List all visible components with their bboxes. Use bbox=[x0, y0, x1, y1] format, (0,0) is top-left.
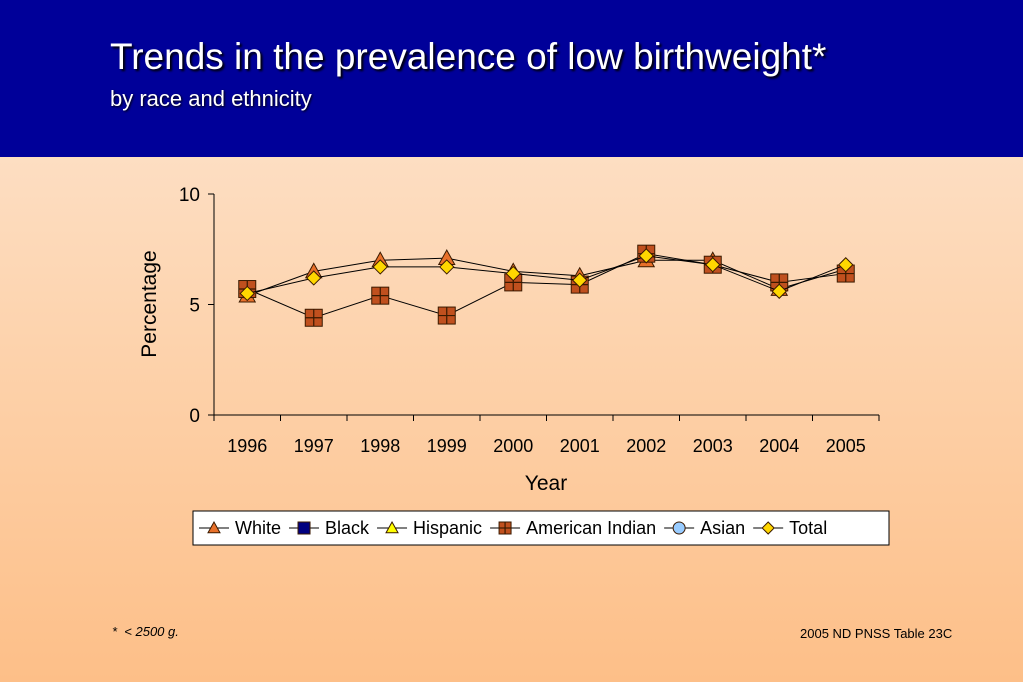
y-tick-label: 0 bbox=[189, 406, 200, 427]
x-tick-label: 1998 bbox=[360, 436, 400, 456]
data-point-total bbox=[838, 257, 854, 273]
legend-marker-asian bbox=[672, 521, 686, 535]
legend-label-american-indian: American Indian bbox=[526, 518, 656, 538]
x-axis-title: Year bbox=[525, 472, 567, 495]
x-tick-label: 1997 bbox=[294, 436, 334, 456]
series-line-white bbox=[247, 257, 846, 297]
y-tick-label: 10 bbox=[179, 185, 200, 206]
legend-marker-hispanic bbox=[385, 520, 399, 534]
series-line-american-indian bbox=[247, 253, 846, 319]
source-note: 2005 ND PNSS Table 23C bbox=[800, 626, 953, 641]
data-point-total bbox=[638, 248, 654, 264]
series-line-total bbox=[247, 255, 846, 294]
x-tick-label: 2000 bbox=[493, 436, 533, 456]
data-point-total bbox=[239, 285, 255, 302]
legend-label-white: White bbox=[235, 518, 281, 538]
x-tick-label: 2001 bbox=[560, 436, 600, 456]
data-point-total bbox=[439, 259, 455, 275]
legend-label-black: Black bbox=[325, 518, 370, 538]
y-axis-title: Percentage bbox=[138, 250, 161, 357]
legend-marker-white bbox=[207, 520, 221, 534]
data-point-total bbox=[306, 270, 322, 286]
legend-marker-total bbox=[761, 521, 775, 535]
data-point-total bbox=[705, 257, 721, 273]
title-banner bbox=[0, 0, 1023, 157]
x-tick-label: 2002 bbox=[626, 436, 666, 456]
footnote: * < 2500 g. bbox=[112, 624, 179, 639]
legend-marker-black bbox=[297, 521, 311, 535]
x-tick-label: 1996 bbox=[227, 436, 267, 456]
x-tick-label: 2003 bbox=[693, 436, 733, 456]
data-point-total bbox=[572, 272, 588, 288]
x-tick-label: 2004 bbox=[759, 436, 799, 456]
legend-label-hispanic: Hispanic bbox=[413, 518, 482, 538]
slide-title: Trends in the prevalence of low birthwei… bbox=[110, 36, 827, 77]
x-tick-label: 2005 bbox=[826, 436, 866, 456]
y-tick-label: 5 bbox=[189, 296, 200, 317]
legend-label-total: Total bbox=[789, 518, 827, 538]
slide-subtitle: by race and ethnicity bbox=[110, 86, 312, 111]
data-point-total bbox=[372, 259, 388, 275]
data-point-total bbox=[505, 265, 521, 282]
data-point-total bbox=[771, 283, 787, 299]
legend-label-asian: Asian bbox=[700, 518, 745, 538]
x-tick-label: 1999 bbox=[427, 436, 467, 456]
